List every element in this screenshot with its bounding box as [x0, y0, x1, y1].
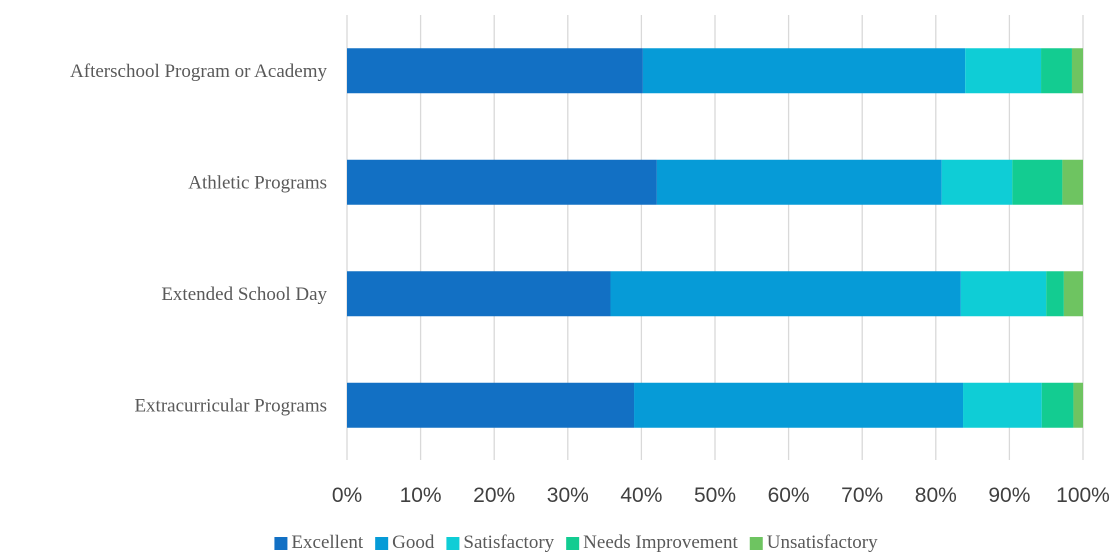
- bar-extended-school-day-excellent: [347, 271, 611, 317]
- category-label: Extracurricular Programs: [134, 395, 327, 416]
- x-tick-label: 30%: [547, 484, 589, 507]
- category-labels: Afterschool Program or Academy Athletic P…: [70, 61, 327, 417]
- bar-afterschool-program-or-academy-satisfactory: [965, 48, 1042, 94]
- legend-label: Excellent: [291, 532, 363, 553]
- bar-athletic-programs-unsatisfactory: [1062, 159, 1083, 205]
- x-tick-label: 10%: [400, 484, 442, 507]
- bar-athletic-programs-excellent: [347, 159, 657, 205]
- bar-extracurricular-programs-unsatisfactory: [1073, 382, 1083, 428]
- category-label: Afterschool Program or Academy: [70, 61, 327, 82]
- category-label: Athletic Programs: [188, 172, 327, 193]
- legend-item-needs-improvement: Needs Improvement: [566, 532, 738, 553]
- x-tick-label: 60%: [768, 484, 810, 507]
- bar-afterschool-program-or-academy-needs-improvement: [1041, 48, 1072, 94]
- bar-afterschool-program-or-academy-good: [642, 48, 966, 94]
- legend-swatch: [566, 537, 580, 550]
- bar-athletic-programs-good: [656, 159, 942, 205]
- bar-extended-school-day-unsatisfactory: [1063, 271, 1083, 317]
- legend-swatch: [375, 537, 389, 550]
- legend-item-good: Good: [375, 532, 435, 553]
- legend-item-excellent: Excellent: [274, 532, 364, 553]
- bar-athletic-programs-satisfactory: [941, 159, 1013, 205]
- bar-afterschool-program-or-academy-excellent: [347, 48, 643, 94]
- bar-extracurricular-programs-satisfactory: [963, 382, 1042, 428]
- legend-label: Needs Improvement: [583, 532, 738, 553]
- x-tick-label: 90%: [988, 484, 1030, 507]
- legend-label: Good: [392, 532, 435, 553]
- legend-label: Satisfactory: [463, 532, 554, 553]
- bar-extended-school-day-needs-improvement: [1046, 271, 1064, 317]
- legend: Excellent Good Satisfactory Needs Improveme…: [274, 532, 878, 553]
- x-tick-label: 20%: [473, 484, 515, 507]
- x-axis-tick-labels: 0% 10% 20% 30% 40% 50% 60% 70% 80% 90% 100%: [332, 484, 1110, 507]
- x-tick-label: 100%: [1056, 484, 1110, 507]
- category-label: Extended School Day: [161, 284, 327, 305]
- x-tick-label: 0%: [332, 484, 362, 507]
- legend-swatch: [749, 537, 763, 550]
- bar-extracurricular-programs-good: [634, 382, 964, 428]
- x-tick-label: 40%: [620, 484, 662, 507]
- x-tick-label: 50%: [694, 484, 736, 507]
- legend-item-unsatisfactory: Unsatisfactory: [749, 532, 878, 553]
- x-tick-label: 70%: [841, 484, 883, 507]
- bar-extended-school-day-good: [610, 271, 961, 317]
- bar-afterschool-program-or-academy-unsatisfactory: [1071, 48, 1083, 94]
- bar-extracurricular-programs-excellent: [347, 382, 635, 428]
- legend-swatch: [446, 537, 460, 550]
- x-tick-label: 80%: [915, 484, 957, 507]
- legend-item-satisfactory: Satisfactory: [446, 532, 555, 553]
- bar-extended-school-day-satisfactory: [960, 271, 1047, 317]
- bars: [347, 48, 1083, 428]
- legend-label: Unsatisfactory: [767, 532, 878, 553]
- bar-athletic-programs-needs-improvement: [1012, 159, 1063, 205]
- legend-swatch: [274, 537, 288, 550]
- bar-extracurricular-programs-needs-improvement: [1041, 382, 1074, 428]
